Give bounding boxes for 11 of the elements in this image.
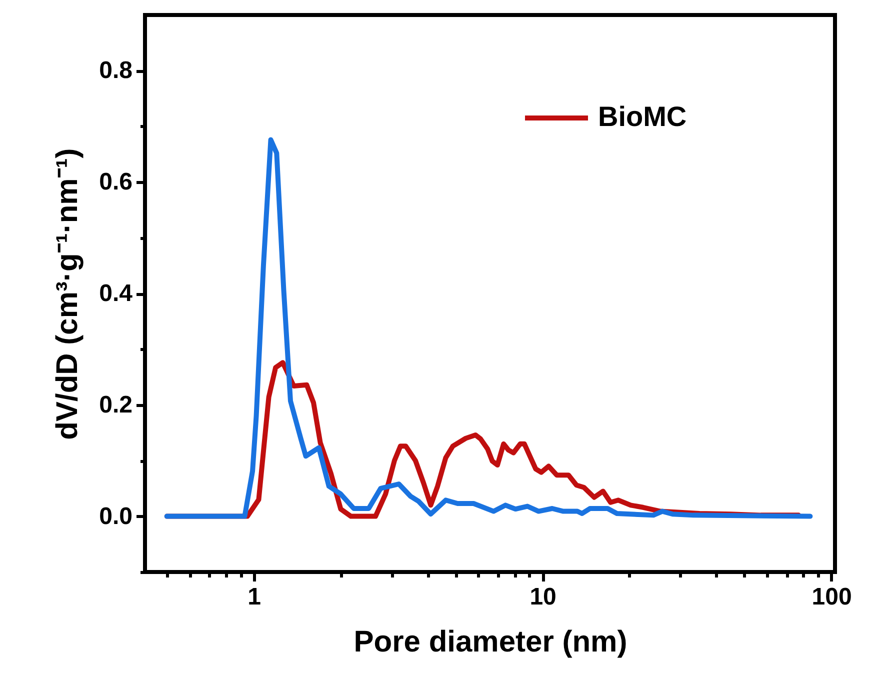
- y-axis-title: dV/dD (cm³·g⁻¹·nm⁻¹): [51, 148, 84, 440]
- x-tick-label: 10: [530, 584, 556, 610]
- y-tick-label: 0.2: [99, 391, 132, 418]
- legend-label: BioMC: [598, 101, 687, 132]
- x-tick-label: 100: [812, 584, 852, 610]
- y-tick-label: 0.6: [99, 168, 132, 196]
- x-axis-title: Pore diameter (nm): [354, 626, 628, 658]
- y-tick-label: 0.0: [99, 502, 132, 530]
- y-tick-label: 0.4: [99, 280, 134, 307]
- y-tick-label: 0.8: [99, 57, 132, 84]
- x-tick-label: 1: [248, 584, 261, 610]
